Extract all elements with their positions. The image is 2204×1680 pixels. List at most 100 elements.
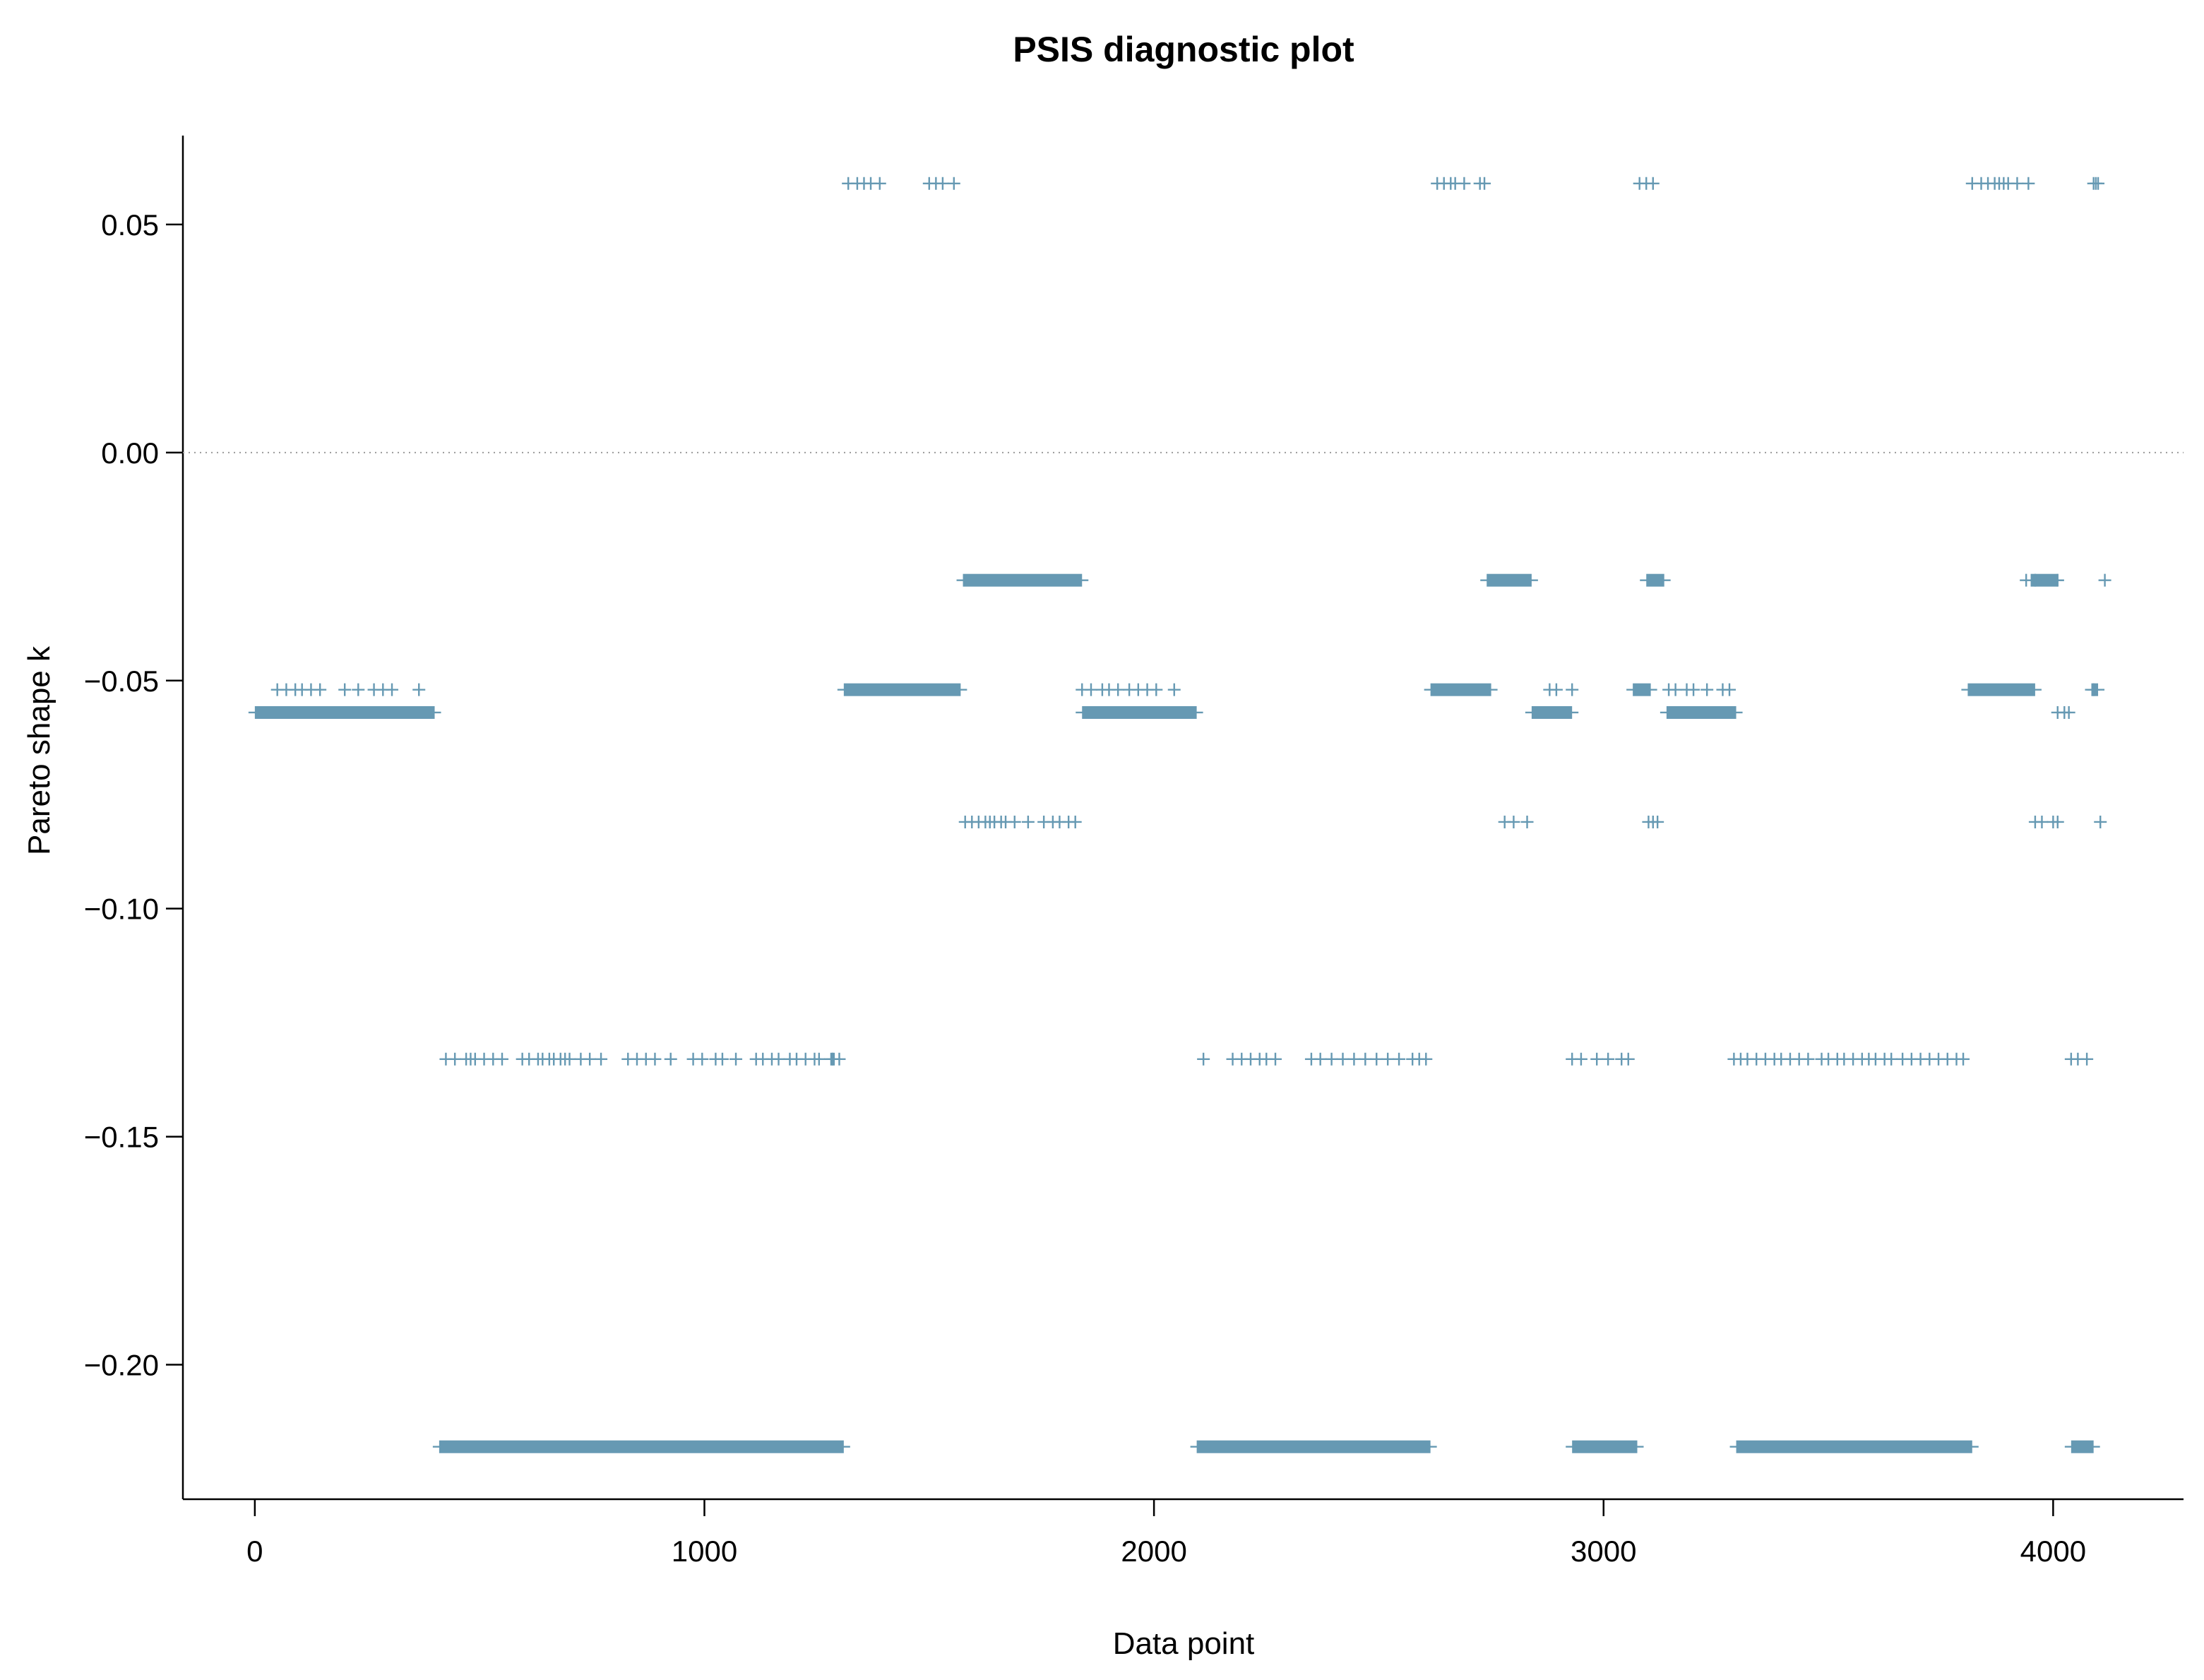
data-point	[2051, 815, 2064, 828]
data-point	[1566, 683, 1579, 696]
data-point	[648, 1052, 662, 1066]
data-point	[2062, 705, 2075, 719]
data-point	[1458, 177, 1471, 190]
data-point	[352, 683, 365, 696]
point-run	[1487, 573, 1532, 587]
data-point	[1347, 1052, 1361, 1066]
data-point	[583, 1052, 597, 1066]
data-point	[1621, 1052, 1635, 1066]
data-point	[1602, 1052, 1615, 1066]
data-point	[1325, 1052, 1338, 1066]
data-point	[833, 1052, 846, 1066]
data-point	[2087, 683, 2100, 696]
data-point	[1801, 1052, 1815, 1066]
data-point	[2092, 177, 2105, 190]
x-tick-label: 0	[246, 1535, 263, 1568]
data-point	[1646, 177, 1660, 190]
data-point	[1669, 683, 1682, 696]
y-tick-label: −0.20	[84, 1348, 159, 1381]
data-point	[2011, 177, 2024, 190]
x-tick-label: 2000	[1121, 1535, 1186, 1568]
y-axis-ticks: 0.05 0.00 −0.05 −0.10 −0.15 −0.20	[84, 208, 183, 1381]
data-point	[1084, 683, 1097, 696]
y-tick-label: 0.05	[101, 208, 159, 242]
y-axis-label: Pareto shape k	[22, 645, 56, 855]
data-point	[2022, 177, 2035, 190]
point-run	[254, 705, 435, 719]
point-run	[1666, 705, 1737, 719]
x-tick-label: 4000	[2020, 1535, 2086, 1568]
data-point	[1314, 1052, 1327, 1066]
x-tick-label: 1000	[672, 1535, 737, 1568]
data-point	[1150, 683, 1163, 696]
data-point	[664, 1052, 677, 1066]
data-point	[448, 1052, 462, 1066]
data-point	[1687, 683, 1700, 696]
point-run	[1736, 1440, 1972, 1453]
data-point	[936, 177, 949, 190]
point-runs	[248, 573, 2105, 1453]
data-point	[1507, 815, 1520, 828]
data-point	[772, 1052, 785, 1066]
data-point	[715, 1052, 729, 1066]
point-run	[439, 1440, 844, 1453]
data-point	[1549, 683, 1563, 696]
point-run	[1082, 705, 1197, 719]
point-run	[963, 573, 1083, 587]
data-point	[1957, 1052, 1970, 1066]
data-point	[2080, 1052, 2094, 1066]
data-point	[1393, 1052, 1406, 1066]
data-point	[2051, 573, 2064, 587]
point-run	[1572, 1440, 1638, 1453]
data-point	[1008, 815, 1021, 828]
point-run	[2030, 573, 2058, 587]
data-point	[1520, 815, 1534, 828]
data-point	[1381, 1052, 1395, 1066]
data-point	[496, 1052, 509, 1066]
point-run	[2071, 1440, 2094, 1453]
data-point	[1336, 1052, 1350, 1066]
data-point	[696, 1052, 709, 1066]
data-point	[812, 1052, 826, 1066]
point-run	[1531, 705, 1573, 719]
data-point	[1359, 1052, 1372, 1066]
data-point	[595, 1052, 608, 1066]
point-run	[1633, 683, 1651, 696]
point-run	[1196, 1440, 1431, 1453]
data-point	[386, 683, 399, 696]
data-point	[1068, 815, 1082, 828]
data-point	[2035, 815, 2049, 828]
data-point	[1885, 1052, 1898, 1066]
point-run	[843, 683, 961, 696]
data-point	[1700, 683, 1714, 696]
point-run	[1430, 683, 1491, 696]
x-axis-ticks: 0 1000 2000 3000 4000	[246, 1499, 2086, 1568]
data-point	[1590, 1052, 1604, 1066]
y-tick-label: −0.15	[84, 1121, 159, 1154]
data-point	[1167, 683, 1181, 696]
data-point	[1112, 683, 1125, 696]
point-run	[1646, 573, 1664, 587]
y-tick-label: −0.05	[84, 665, 159, 698]
y-tick-label: 0.00	[101, 436, 159, 470]
data-point	[2094, 815, 2107, 828]
data-point	[2028, 573, 2042, 587]
data-points	[270, 177, 2111, 1066]
data-point	[1269, 1052, 1282, 1066]
data-point	[1651, 815, 1664, 828]
x-tick-label: 3000	[1571, 1535, 1636, 1568]
data-point	[873, 177, 886, 190]
chart-title: PSIS diagnostic plot	[1013, 30, 1354, 69]
data-point	[947, 177, 960, 190]
data-point	[412, 683, 426, 696]
data-point	[729, 1052, 743, 1066]
data-point	[1723, 683, 1736, 696]
data-point	[2098, 573, 2111, 587]
data-point	[1197, 1052, 1210, 1066]
data-point	[1574, 1052, 1588, 1066]
data-point	[563, 1052, 576, 1066]
data-point	[1478, 177, 1491, 190]
y-tick-label: −0.10	[84, 893, 159, 926]
data-point	[314, 683, 327, 696]
